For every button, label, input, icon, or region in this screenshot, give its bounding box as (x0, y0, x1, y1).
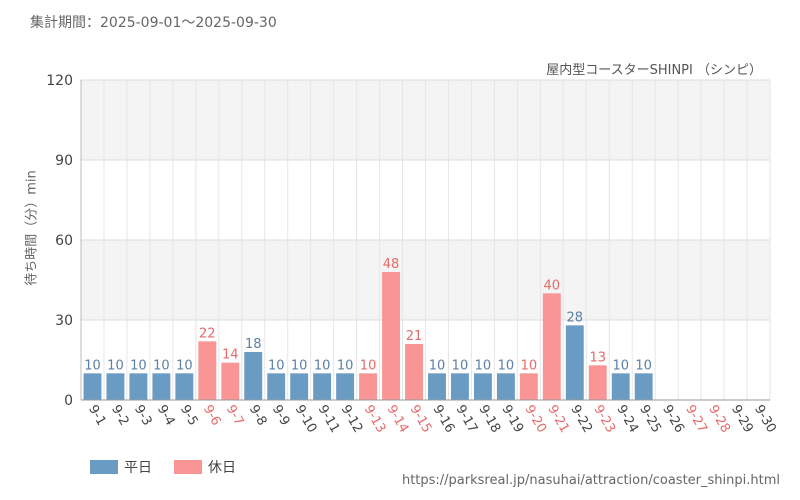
x-tick-label: 9-12 (338, 403, 366, 436)
x-tick-label: 9-8 (246, 403, 270, 429)
bar (382, 272, 401, 400)
x-tick-label: 9-5 (177, 403, 201, 429)
bar (106, 373, 125, 400)
y-tick-label: 0 (64, 393, 73, 409)
legend-label-weekday: 平日 (124, 460, 152, 476)
bar (221, 362, 240, 400)
bar-value-label: 10 (268, 358, 285, 373)
x-tick-label: 9-20 (521, 403, 549, 436)
bar-value-label: 10 (337, 358, 354, 373)
legend: 平日 休日 (90, 457, 258, 477)
x-tick-label: 9-13 (361, 403, 389, 436)
bar (634, 373, 653, 400)
bar-value-label: 10 (176, 358, 193, 373)
bar-value-label: 10 (314, 358, 331, 373)
x-tick-label: 9-10 (292, 403, 320, 436)
bar-value-label: 10 (84, 358, 101, 373)
bar-value-label: 10 (291, 358, 308, 373)
x-tick-label: 9-23 (590, 403, 618, 436)
bar (152, 373, 171, 400)
bar (313, 373, 332, 400)
x-tick-label: 9-21 (544, 403, 572, 436)
x-tick-label: 9-16 (430, 403, 458, 436)
legend-item-holiday: 休日 (174, 457, 236, 477)
bar (244, 352, 263, 400)
bar-value-label: 21 (406, 329, 423, 344)
legend-swatch-weekday (90, 460, 118, 474)
bar-value-label: 10 (429, 358, 446, 373)
x-tick-label: 9-17 (452, 403, 480, 436)
bar (428, 373, 446, 400)
bar-value-label: 10 (360, 358, 377, 373)
x-tick-label: 9-29 (728, 403, 756, 436)
bar (83, 373, 102, 400)
bar (129, 373, 148, 400)
x-tick-label: 9-11 (315, 403, 343, 436)
bar (473, 373, 492, 400)
bar-value-label: 14 (222, 348, 239, 363)
x-tick-label: 9-26 (659, 403, 687, 436)
bar (519, 373, 538, 400)
bar-value-label: 10 (153, 358, 170, 373)
bar-value-label: 10 (475, 358, 492, 373)
bar-value-label: 10 (107, 358, 124, 373)
bar-value-label: 13 (589, 350, 606, 365)
y-tick-label: 60 (55, 233, 73, 249)
bar-value-label: 10 (498, 358, 515, 373)
bar (496, 373, 515, 400)
bar-value-label: 10 (521, 358, 538, 373)
x-tick-label: 9-25 (636, 403, 664, 436)
y-tick-label: 30 (55, 313, 73, 329)
bar (565, 325, 584, 400)
bar (588, 365, 607, 400)
x-tick-label: 9-6 (200, 403, 224, 429)
x-tick-label: 9-28 (705, 403, 733, 436)
bar-value-label: 28 (567, 310, 584, 325)
bar-value-label: 10 (452, 358, 469, 373)
x-tick-label: 9-1 (85, 403, 109, 429)
x-tick-label: 9-15 (407, 403, 435, 436)
bar (290, 373, 309, 400)
x-tick-label: 9-4 (154, 403, 178, 429)
bar-value-label: 10 (130, 358, 147, 373)
y-tick-label: 120 (46, 73, 73, 89)
x-tick-label: 9-7 (223, 403, 247, 429)
bar (542, 293, 561, 400)
bar (359, 373, 378, 400)
legend-item-weekday: 平日 (90, 457, 152, 477)
bar-value-label: 40 (544, 278, 561, 293)
x-tick-label: 9-24 (613, 403, 641, 436)
x-tick-label: 9-19 (498, 403, 526, 436)
x-tick-label: 9-3 (131, 403, 155, 429)
bar (405, 344, 423, 400)
bar (450, 373, 469, 400)
bar-value-label: 22 (199, 326, 216, 341)
x-tick-label: 9-9 (269, 403, 293, 429)
source-url: https://parksreal.jp/nasuhai/attraction/… (401, 473, 780, 488)
x-tick-label: 9-30 (751, 403, 779, 436)
x-tick-label: 9-27 (682, 403, 710, 436)
bar-value-label: 48 (383, 257, 400, 272)
bar (198, 341, 217, 400)
x-tick-label: 9-22 (567, 403, 595, 436)
x-tick-label: 9-18 (475, 403, 503, 436)
bar-value-label: 10 (635, 358, 652, 373)
x-tick-label: 9-14 (384, 403, 412, 436)
chart-subtitle: 屋内型コースターSHINPI （シンピ） (546, 63, 762, 78)
period-label: 集計期間：2025-09-01〜2025-09-30 (30, 15, 277, 31)
bar (175, 373, 194, 400)
y-tick-label: 90 (55, 153, 73, 169)
x-tick-label: 9-2 (108, 403, 132, 429)
bar (336, 373, 355, 400)
bar (611, 373, 630, 400)
legend-swatch-holiday (174, 460, 202, 474)
bar-value-label: 18 (245, 337, 262, 352)
bar (267, 373, 286, 400)
bar-value-label: 10 (612, 358, 629, 373)
legend-label-holiday: 休日 (208, 460, 236, 476)
